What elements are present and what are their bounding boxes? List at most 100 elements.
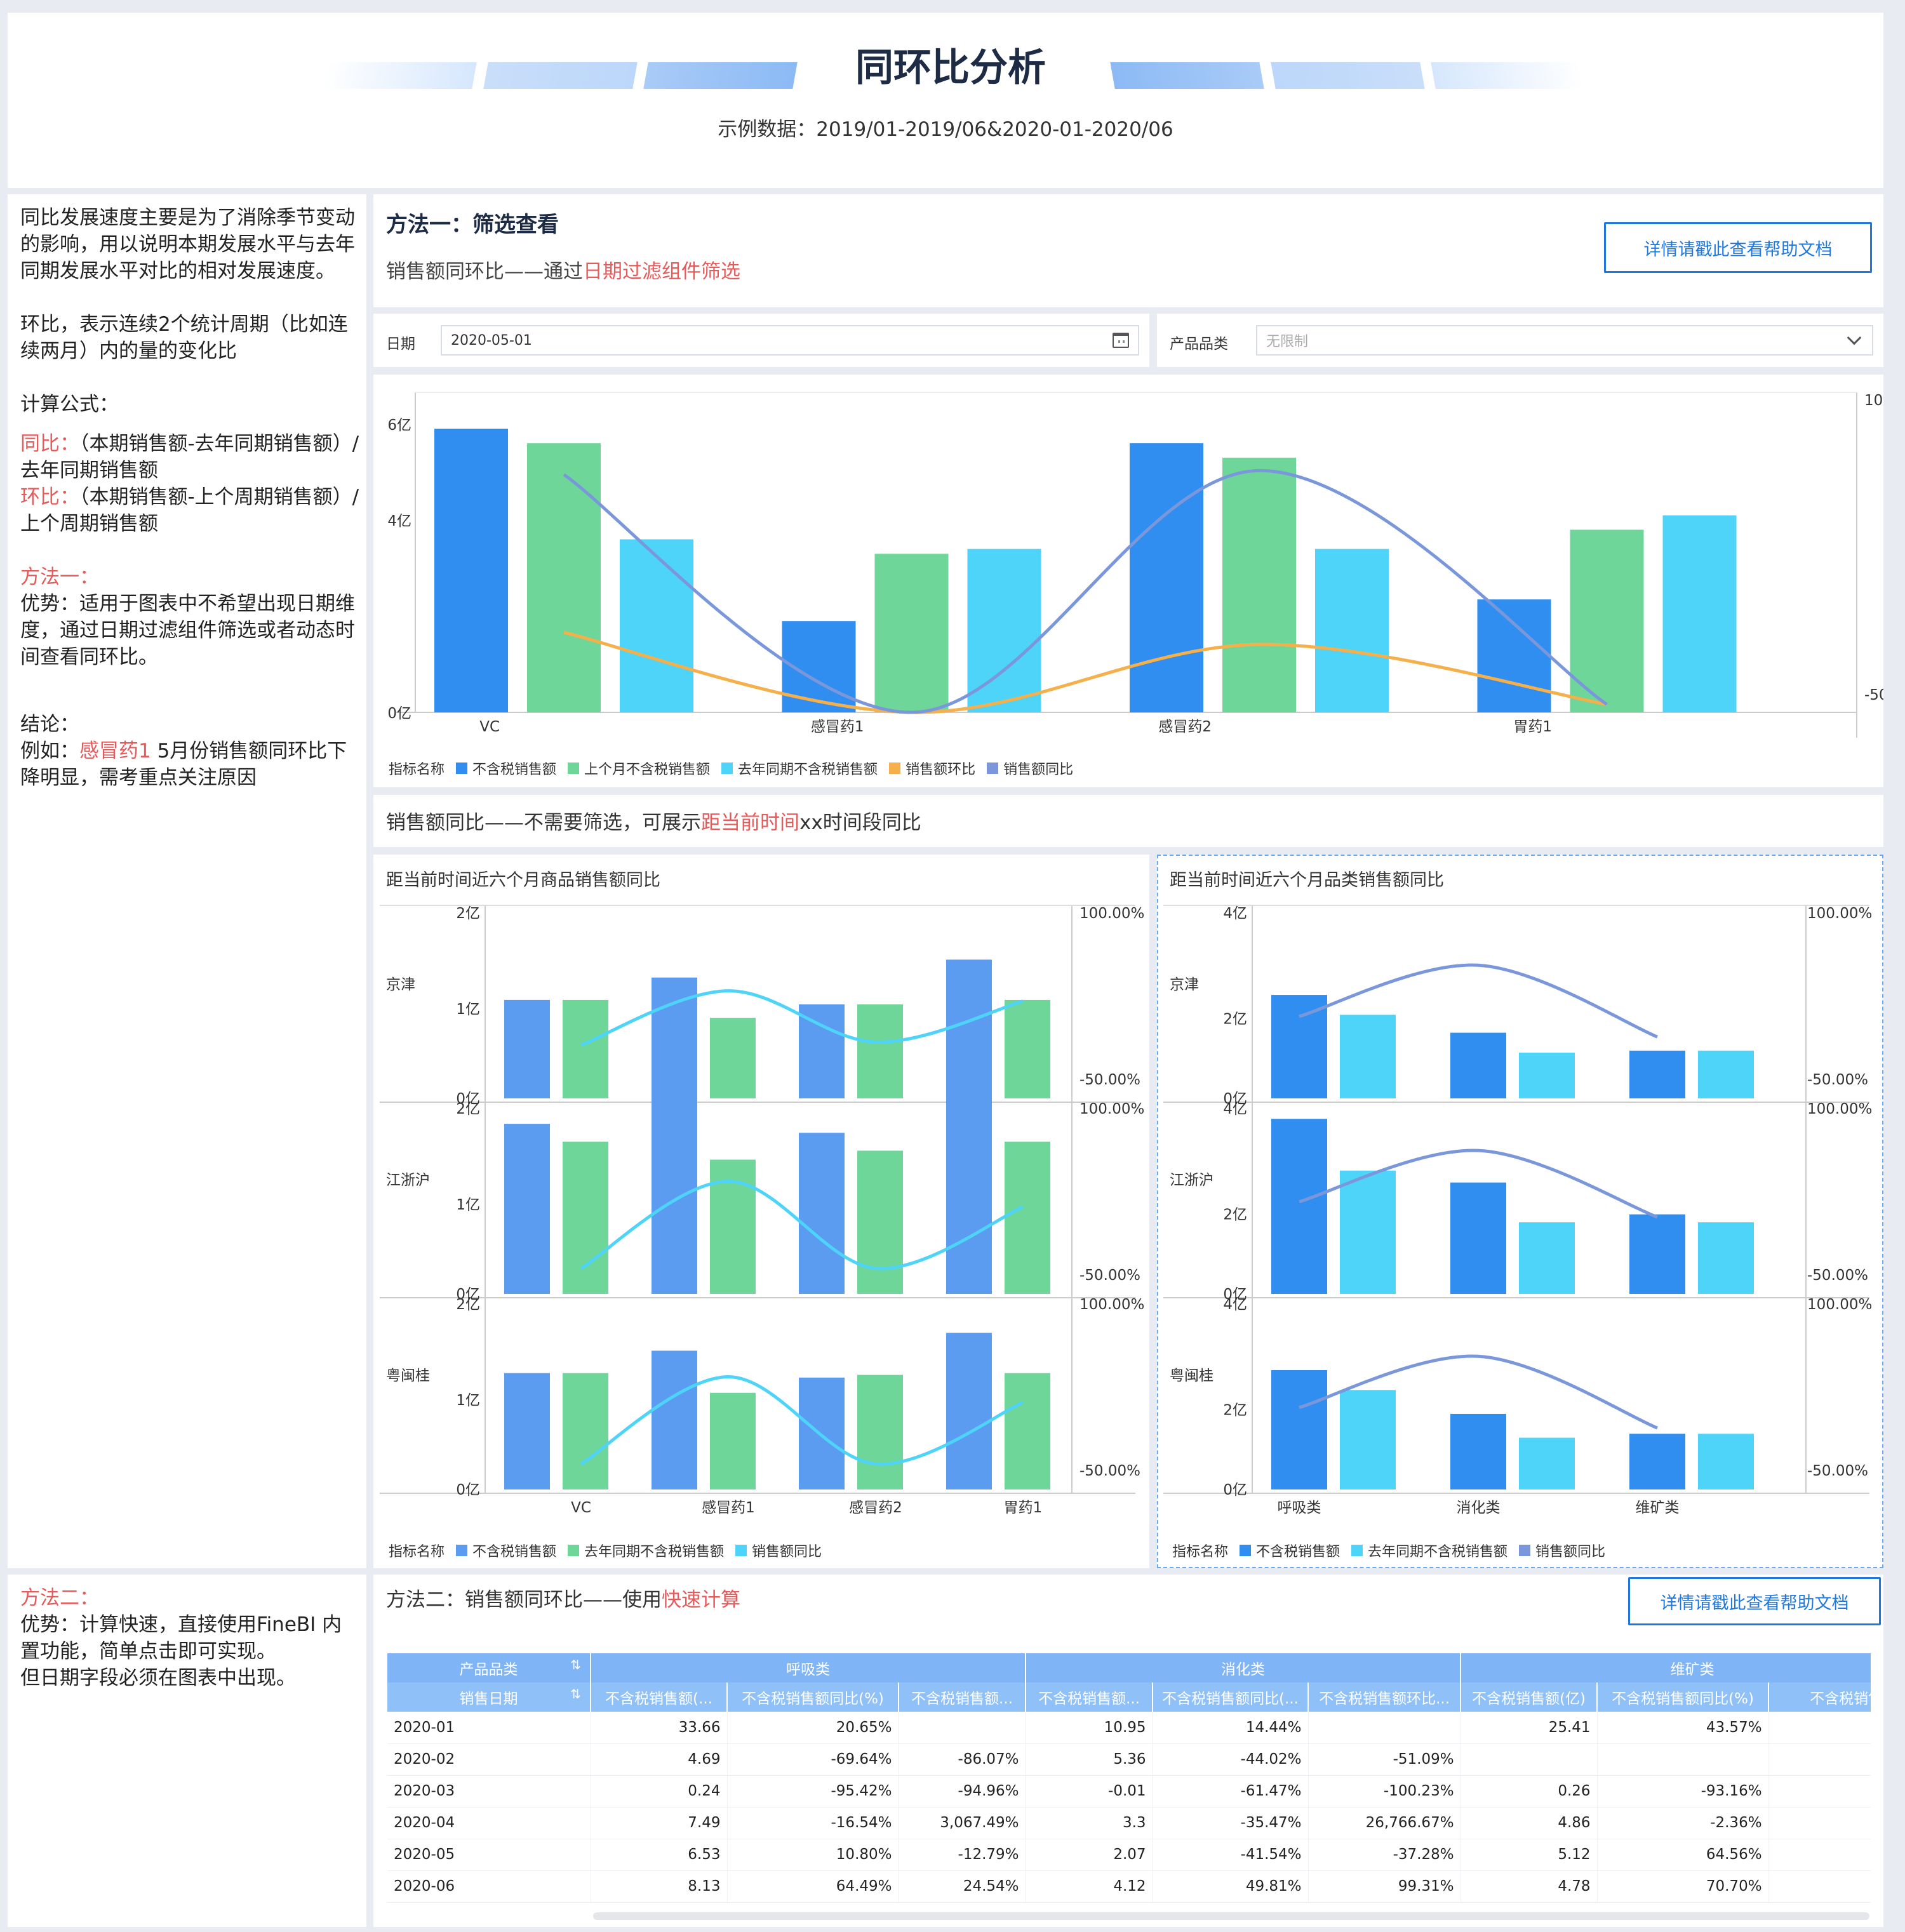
legend-label: 上个月不含税销售额 — [584, 762, 711, 778]
group-header-digestive[interactable]: 消化类 — [1026, 1653, 1462, 1682]
yoy-mom-combo-chart: 6亿 4亿 0亿 100.00% -50.00% VC 感冒药1 感冒药2 胃药1 — [387, 392, 1883, 738]
category-filter-panel: 产品品类 无限制 — [1157, 314, 1883, 367]
mom-definition: 环比，表示连续2个统计周期（比如连续两月）内的量的变化比 — [20, 313, 348, 363]
legend-item[interactable]: 上个月不含税销售额 — [556, 758, 710, 778]
legend-item[interactable]: 不含税销售额 — [444, 758, 556, 778]
row-label: 粤闽桂 — [1170, 1368, 1213, 1384]
method2-label: 方法二： — [20, 1587, 99, 1609]
sort-icon[interactable]: ⇅ — [570, 1657, 581, 1672]
table-cell: 14.44% — [1153, 1712, 1309, 1744]
bar-sales — [652, 1350, 697, 1489]
table-cell: -93.16% — [1597, 1775, 1769, 1808]
right-tick-label: 100.00% — [1864, 392, 1883, 409]
method2-advantage: 优势：计算快速，直接使用FineBI 内置功能，简单点击即可实现。 — [20, 1613, 342, 1663]
bar-last-year — [710, 1018, 756, 1098]
header-panel: 同环比分析 示例数据：2019/01-2019/06&2020-01-2020/… — [8, 13, 1883, 188]
product-yoy-chart-panel: 距当前时间近六个月商品销售额同比 京津 2亿 1亿 0亿 100.00% -50.00% 江… — [373, 855, 1149, 1568]
column-header[interactable]: 不含税销售额(... — [591, 1682, 728, 1712]
method2-table-panel: 方法二：销售额同环比——使用快速计算 详情请戳此查看帮助文档 产品品类 ⇅ 呼吸类… — [373, 1575, 1883, 1927]
category-yoy-trellis-chart: 京津 4亿 2亿 0亿 100.00% -50.00% 江浙沪 4亿 2亿 0亿 100.00% -5… — [1163, 905, 1872, 1516]
column-header[interactable]: 不含税销售额... — [899, 1682, 1027, 1712]
column-header[interactable]: 不含税销售额... — [1026, 1682, 1154, 1712]
conclusion-heading: 结论： — [20, 713, 79, 736]
table-cell: -12.79% — [899, 1839, 1026, 1871]
bar-sales — [1450, 1032, 1506, 1098]
column-header[interactable]: 不含税销售额同比(%) — [727, 1682, 899, 1712]
table-cell: 25.41 — [1460, 1712, 1598, 1744]
row-label: 粤闽桂 — [386, 1368, 430, 1384]
bar-last-year — [1005, 999, 1050, 1098]
line-yoy — [563, 469, 1608, 714]
date-filter-input[interactable]: 2020-05-01 — [441, 325, 1139, 356]
pivot-table-container: 产品品类 ⇅ 呼吸类 消化类 维矿类 销售日期 ⇅ 不含税销售额(... 不含税销售额… — [387, 1653, 1871, 1907]
corner-header-category[interactable]: 产品品类 ⇅ — [387, 1653, 591, 1682]
bar-last-year — [1698, 1050, 1754, 1098]
legend-label: 去年同期不含税销售额 — [738, 762, 878, 778]
bar-prev-month — [527, 443, 601, 712]
group-header-vitamin[interactable]: 维矿类 — [1460, 1653, 1871, 1682]
date-filter-panel: 日期 2020-05-01 — [373, 314, 1149, 367]
bar-last-year — [857, 1150, 903, 1294]
bar-last-year — [1340, 1170, 1396, 1294]
method1-help-button[interactable]: 详情请戳此查看帮助文档 — [1604, 222, 1872, 273]
table-cell: 6.53 — [591, 1839, 728, 1871]
table-cell: 24.54% — [899, 1870, 1026, 1903]
bar-sales — [946, 1061, 992, 1294]
table-row: 2020-05 6.53 10.80% -12.79% 2.07 -41.54% -37.2… — [387, 1839, 1871, 1871]
bar-last-year — [1519, 1052, 1575, 1098]
bar-sales — [504, 1373, 550, 1489]
table-cell: -69.64% — [727, 1743, 899, 1776]
table-cell: -2.36% — [1597, 1807, 1769, 1839]
group-header-respiratory[interactable]: 呼吸类 — [591, 1653, 1027, 1682]
corner-header-date[interactable]: 销售日期 ⇅ — [387, 1682, 591, 1712]
table-cell: -61.47% — [1153, 1775, 1309, 1808]
legend-item[interactable]: 去年同期不含税销售额 — [556, 1540, 724, 1561]
bar-sales — [652, 977, 697, 1098]
section2-header-panel: 销售额同比——不需要筛选，可展示距当前时间xx时间段同比 — [373, 795, 1883, 847]
bar-sales — [1271, 995, 1327, 1098]
legend-item[interactable]: 去年同期不含税销售额 — [710, 758, 878, 778]
legend-item[interactable]: 销售额同比 — [724, 1540, 822, 1561]
legend-item[interactable]: 不含税销售额 — [444, 1540, 556, 1561]
column-header[interactable]: 不含税销售额同比(%) — [1597, 1682, 1770, 1712]
legend-item[interactable]: 不含税销售额 — [1228, 1540, 1340, 1561]
row-date-cell: 2020-03 — [387, 1775, 591, 1808]
method2-help-button[interactable]: 详情请戳此查看帮助文档 — [1628, 1577, 1881, 1625]
legend-label: 去年同期不含税销售额 — [1368, 1544, 1508, 1560]
chevron-down-icon[interactable] — [1847, 330, 1862, 345]
left-tick-label: 4亿 — [387, 513, 411, 530]
legend-title: 指标名称 — [389, 762, 445, 778]
left-tick-label: 4亿 — [1223, 905, 1247, 922]
left-tick-label: 4亿 — [1223, 1101, 1247, 1117]
legend-item[interactable]: 销售额同比 — [975, 758, 1073, 778]
yoy-mom-chart-panel: 6亿 4亿 0亿 100.00% -50.00% VC 感冒药1 感冒药2 胃药1 指标名称 不含… — [373, 375, 1883, 787]
sort-icon[interactable]: ⇅ — [570, 1686, 581, 1702]
column-header[interactable]: 不含税销售额环比... — [1308, 1682, 1462, 1712]
legend-label: 销售额同比 — [752, 1544, 822, 1560]
bar-last-year — [563, 999, 608, 1098]
chart1-legend: 指标名称 不含税销售额 上个月不含税销售额 去年同期不含税销售额 销售额环比 销售额同比 — [389, 758, 1073, 778]
x-tick-label: 感冒药1 — [702, 1500, 755, 1516]
line-yoy — [580, 989, 1024, 1047]
legend-item[interactable]: 销售额同比 — [1507, 1540, 1605, 1561]
column-header[interactable]: 不含税销售 — [1768, 1682, 1871, 1712]
line-yoy — [1299, 963, 1658, 1039]
bar-sales — [799, 1004, 845, 1098]
legend-item[interactable]: 销售额环比 — [878, 758, 975, 778]
column-header[interactable]: 不含税销售额(亿) — [1460, 1682, 1598, 1712]
legend-swatch — [568, 763, 580, 774]
x-tick-label: VC — [479, 719, 500, 735]
legend-label: 销售额同比 — [1535, 1544, 1606, 1560]
category-filter-select[interactable]: 无限制 — [1256, 325, 1873, 356]
bar-sales — [1629, 1214, 1685, 1294]
table-cell: 20.65% — [727, 1712, 899, 1744]
table-cell: 0.24 — [591, 1775, 728, 1808]
horizontal-scrollbar[interactable] — [593, 1912, 1869, 1920]
column-header[interactable]: 不含税销售额同比(... — [1153, 1682, 1309, 1712]
table-cell: 0.26 — [1460, 1775, 1598, 1808]
calendar-icon[interactable] — [1113, 333, 1129, 348]
legend-swatch — [1351, 1545, 1363, 1556]
legend-item[interactable]: 去年同期不含税销售额 — [1340, 1540, 1507, 1561]
bar-sales — [1130, 443, 1203, 712]
legend-title: 指标名称 — [389, 1544, 445, 1560]
